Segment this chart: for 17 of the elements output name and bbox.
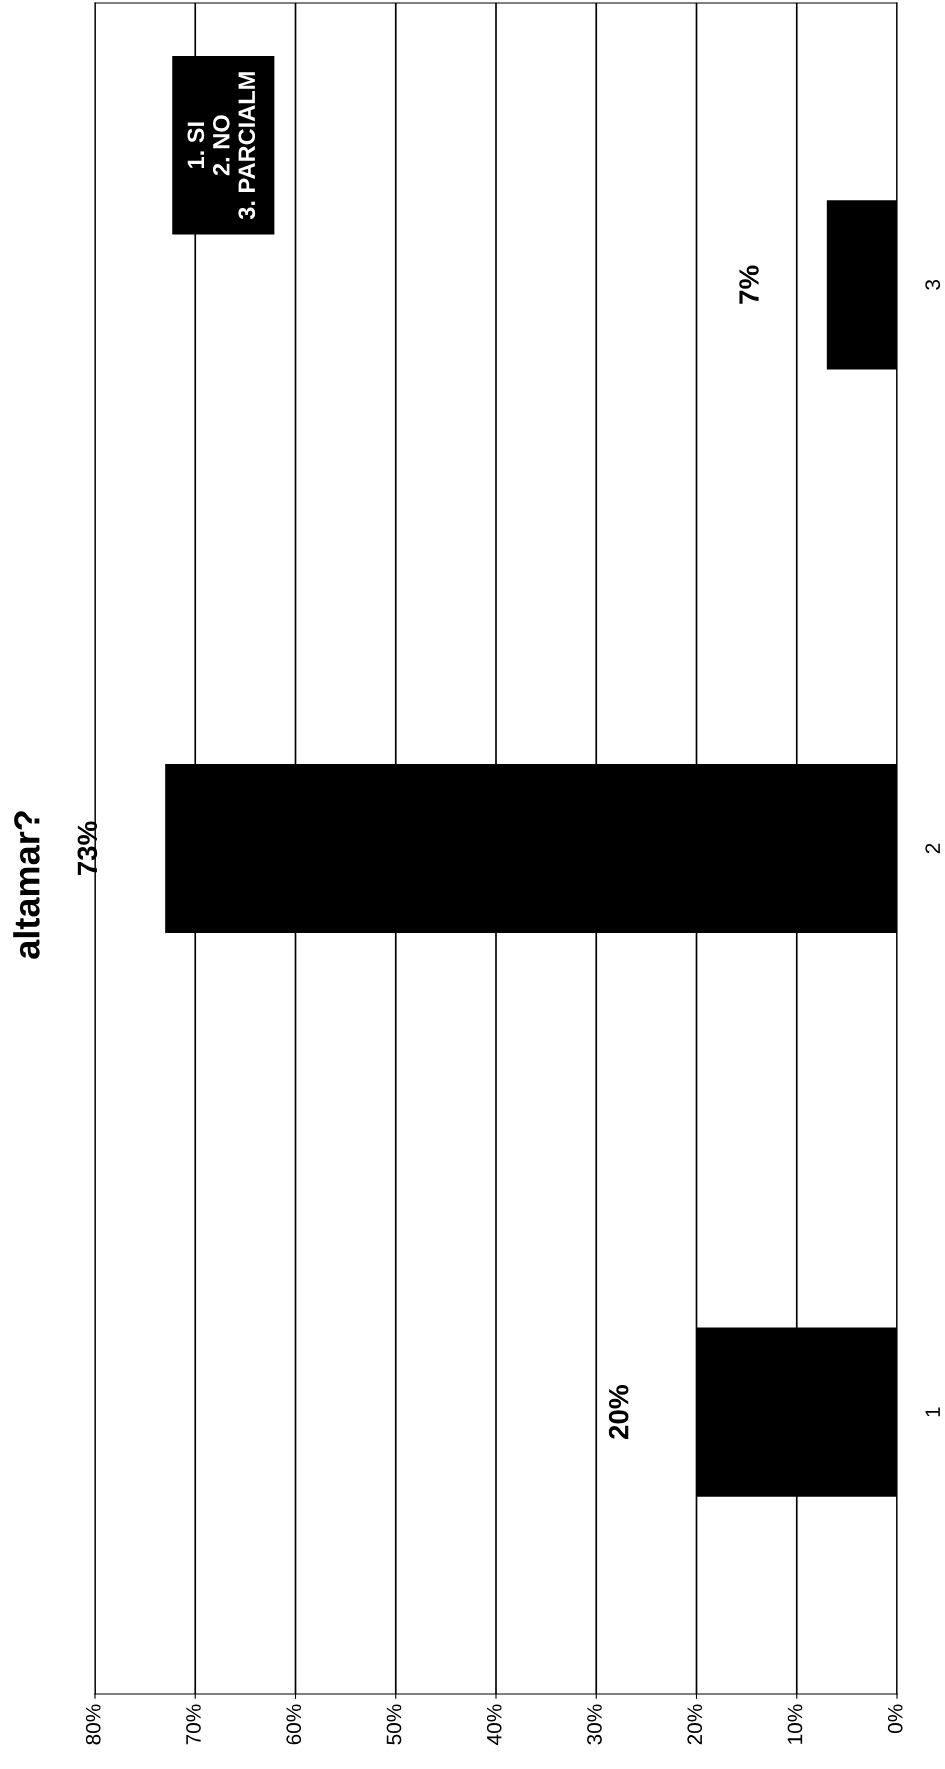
y-tick-label: 1 [925, 1407, 940, 1417]
annotation: 1. SI 2. NO 3. PARCIALM [187, 72, 256, 220]
x-tick-label: 70% [186, 1704, 201, 1745]
x-tick-label: 10% [787, 1704, 803, 1744]
data-label: 7% [739, 265, 759, 304]
y-tick-label: 2 [925, 843, 940, 854]
x-tick-label: 80% [85, 1704, 101, 1745]
x-tick-label: 50% [386, 1704, 402, 1745]
y-tick-label: 3 [925, 279, 941, 290]
data-label: 73% [77, 821, 98, 876]
x-tick-label: 60% [286, 1704, 302, 1745]
x-tick-label: 40% [486, 1704, 502, 1745]
data-label: 20% [608, 1385, 629, 1439]
x-tick-label: 0% [887, 1704, 903, 1734]
text: altamar? [13, 811, 40, 959]
x-tick-label: 30% [587, 1704, 602, 1745]
x-tick-label: 20% [687, 1704, 703, 1745]
